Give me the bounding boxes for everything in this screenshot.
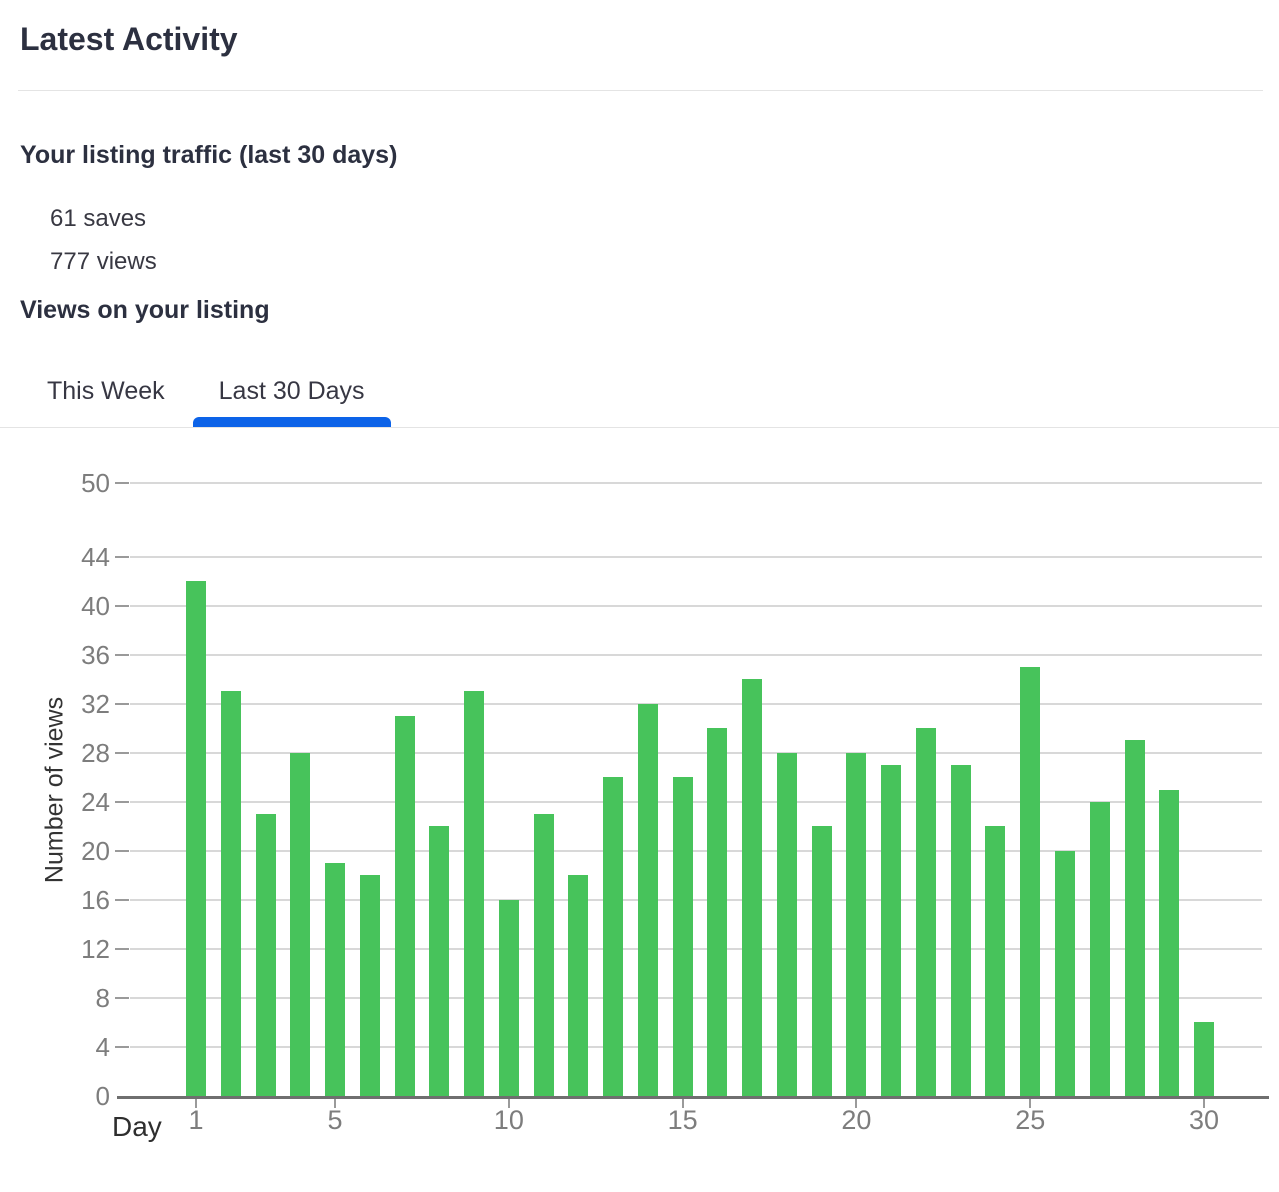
x-tick-label-5: 5 (327, 1105, 343, 1135)
page-title: Latest Activity (20, 21, 238, 57)
bar-day-26 (1055, 850, 1075, 1096)
bar-day-1 (186, 581, 206, 1096)
latest-activity-page: Latest Activity Your listing traffic (la… (0, 20, 1279, 1171)
y-tick-mark-4 (115, 1045, 129, 1048)
bar-day-15 (672, 777, 693, 1096)
gridline-y-32 (130, 702, 1262, 705)
y-tick-label-44: 44 (81, 541, 110, 572)
y-tick-mark-12 (115, 947, 129, 950)
gridline-y-4 (130, 1045, 1262, 1048)
x-tick-mark-30 (1203, 1099, 1206, 1108)
bar-day-30 (1194, 1022, 1215, 1096)
gridline-y-50 (130, 482, 1262, 484)
traffic-stats: 61 saves 777 views (50, 197, 1279, 283)
gridline-y-24 (130, 800, 1262, 803)
bar-day-20 (846, 752, 867, 1096)
tab-this-week[interactable]: This Week (47, 376, 165, 405)
x-tick-label-1: 1 (188, 1105, 204, 1135)
x-tick-label-20: 20 (841, 1105, 872, 1135)
x-tick-label-10: 10 (493, 1105, 524, 1135)
views-stat: 777 views (50, 248, 157, 275)
y-tick-mark-20 (115, 849, 129, 852)
x-tick-mark-25 (1029, 1099, 1032, 1108)
bar-day-21 (881, 764, 902, 1096)
bar-day-7 (394, 715, 415, 1096)
bar-day-23 (950, 764, 971, 1096)
bar-day-2 (220, 691, 241, 1096)
x-tick-mark-20 (855, 1099, 858, 1108)
views-range-tabs: This Week Last 30 Days (21, 355, 1279, 427)
y-tick-mark-16 (115, 898, 129, 901)
y-tick-mark-50 (115, 482, 129, 484)
views-chart: 0 4 8 12 16 20 24 28 32 36 40 44 50 1 5 10 15 20 25 30 Numbe… (0, 427, 1279, 1171)
x-tick-mark-15 (681, 1099, 684, 1108)
bar-day-25 (1020, 666, 1041, 1096)
y-tick-label-36: 36 (81, 639, 110, 670)
bar-day-18 (776, 752, 797, 1096)
bar-day-22 (915, 728, 936, 1096)
y-axis-label: Number of views (40, 696, 69, 884)
bar-day-12 (568, 875, 589, 1096)
x-tick-label-30: 30 (1189, 1105, 1220, 1135)
header-divider (18, 90, 1263, 91)
gridline-y-28 (130, 751, 1262, 754)
y-tick-mark-36 (115, 653, 129, 656)
gridline-y-20 (130, 849, 1262, 852)
listing-traffic-section: Your listing traffic (last 30 days) 61 s… (0, 140, 1279, 283)
bar-day-3 (255, 814, 276, 1096)
y-tick-mark-28 (115, 751, 129, 754)
y-tick-label-12: 12 (81, 933, 110, 964)
y-tick-label-4: 4 (95, 1031, 110, 1062)
views-heading: Views on your listing (20, 296, 270, 324)
listing-traffic-heading: Your listing traffic (last 30 days) (20, 141, 398, 169)
y-tick-label-8: 8 (95, 982, 110, 1013)
bar-day-17 (742, 679, 763, 1096)
y-tick-label-50: 50 (81, 468, 110, 498)
gridline-y-44 (130, 555, 1262, 558)
y-tick-mark-24 (115, 800, 129, 803)
y-tick-mark-44 (115, 555, 129, 558)
y-tick-label-0: 0 (95, 1081, 110, 1111)
bar-day-28 (1124, 740, 1145, 1096)
x-tick-label-25: 25 (1015, 1105, 1046, 1135)
y-tick-label-40: 40 (81, 590, 110, 621)
gridline-y-16 (130, 898, 1262, 901)
bar-day-11 (533, 814, 554, 1096)
bar-day-8 (429, 826, 450, 1096)
bar-day-29 (1159, 789, 1180, 1096)
y-tick-label-28: 28 (81, 737, 110, 768)
x-axis-label: Day (112, 1111, 162, 1142)
x-tick-label-15: 15 (667, 1105, 698, 1135)
y-tick-mark-8 (115, 996, 129, 999)
saves-stat: 61 saves (50, 205, 147, 232)
gridline-y-40 (130, 604, 1262, 607)
gridline-y-36 (130, 653, 1262, 656)
bar-day-4 (290, 752, 311, 1096)
bar-day-6 (359, 875, 380, 1096)
bar-day-14 (637, 703, 658, 1096)
bar-day-10 (498, 899, 519, 1096)
x-tick-mark-10 (507, 1099, 510, 1108)
bar-day-19 (811, 826, 832, 1096)
bar-day-27 (1089, 801, 1110, 1096)
x-tick-mark-1 (195, 1099, 197, 1108)
tab-last-30-days[interactable]: Last 30 Days (192, 355, 391, 427)
x-axis-line (117, 1096, 1269, 1099)
bar-day-5 (325, 863, 346, 1096)
y-tick-label-20: 20 (81, 835, 110, 866)
y-tick-mark-40 (115, 604, 129, 607)
gridline-y-8 (130, 996, 1262, 999)
y-tick-label-24: 24 (81, 786, 110, 817)
bar-day-9 (464, 691, 485, 1096)
bar-day-24 (985, 826, 1006, 1096)
y-tick-label-32: 32 (81, 688, 110, 719)
bar-day-13 (603, 777, 624, 1096)
bar-day-16 (707, 728, 728, 1096)
gridline-y-12 (130, 947, 1262, 950)
x-tick-mark-5 (334, 1099, 337, 1108)
y-tick-label-16: 16 (81, 884, 110, 915)
y-tick-mark-32 (115, 702, 129, 705)
